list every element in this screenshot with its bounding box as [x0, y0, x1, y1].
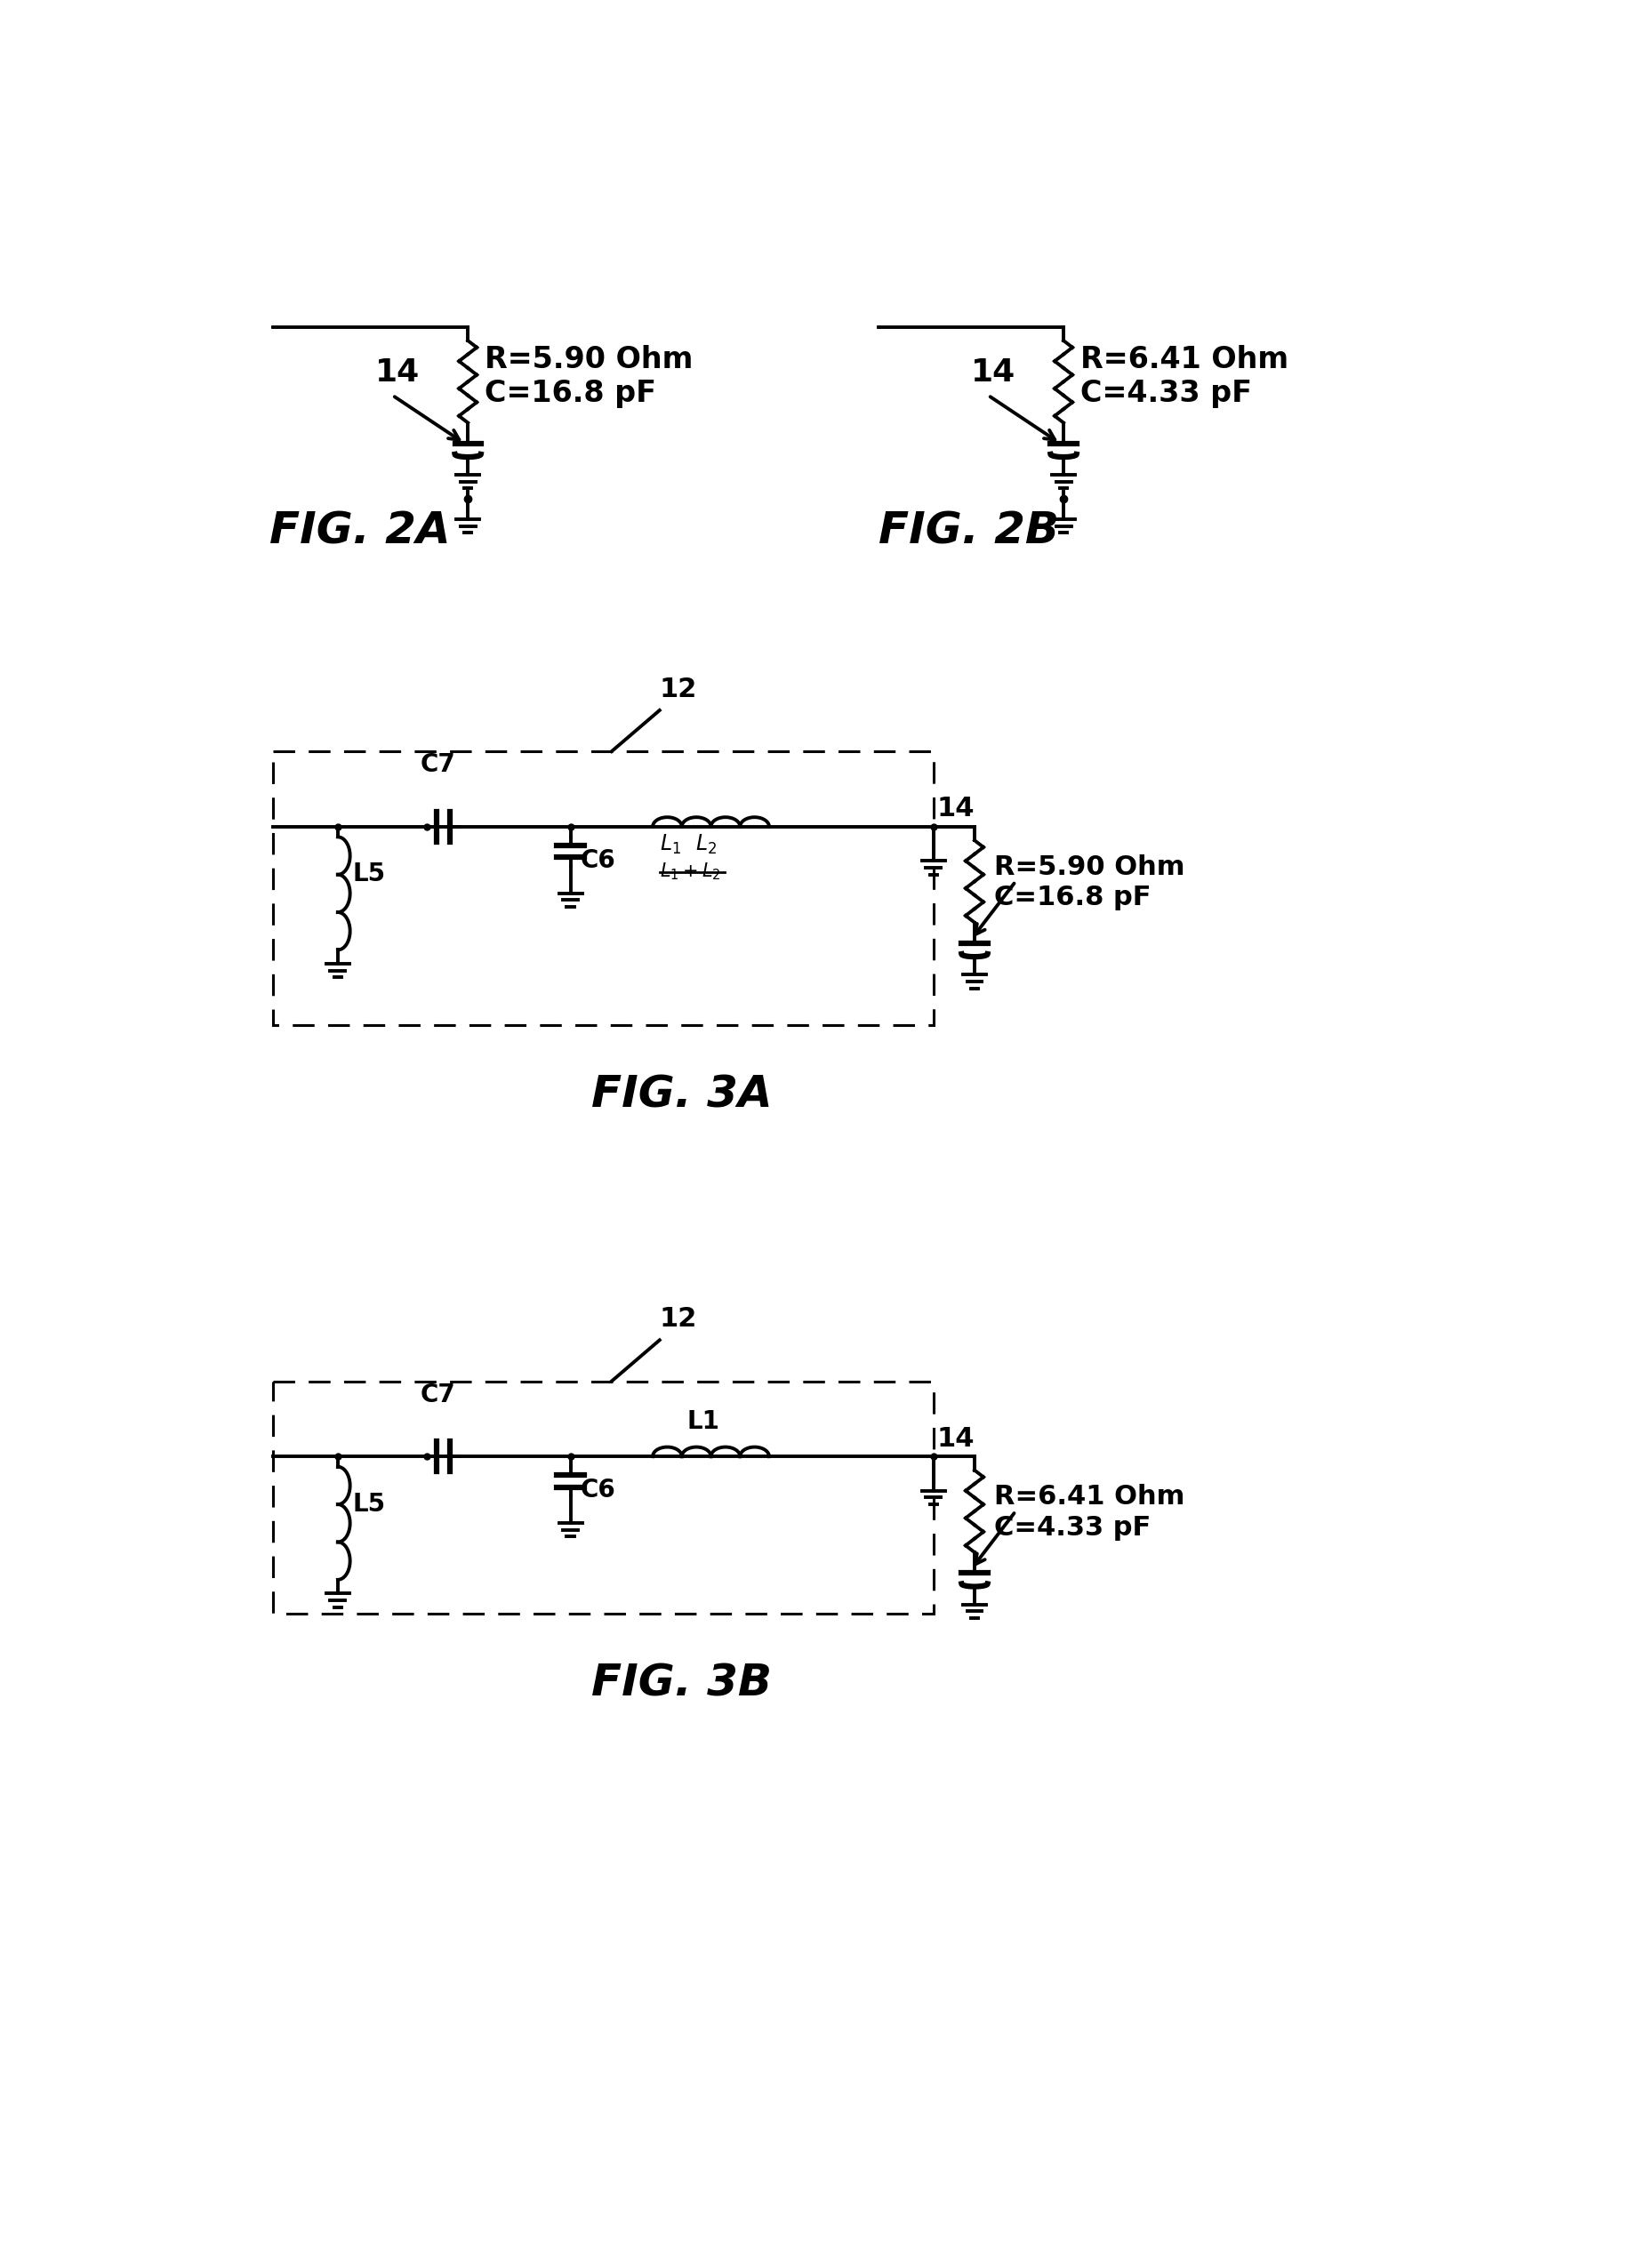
Text: R=5.90 Ohm: R=5.90 Ohm	[485, 345, 694, 374]
Text: FIG. 3A: FIG. 3A	[591, 1073, 772, 1116]
Text: FIG. 3B: FIG. 3B	[591, 1662, 772, 1706]
Text: R=6.41 Ohm: R=6.41 Ohm	[994, 1483, 1184, 1510]
Text: 14: 14	[375, 358, 420, 388]
Text: R=5.90 Ohm: R=5.90 Ohm	[994, 855, 1184, 880]
Text: 14: 14	[937, 1427, 974, 1452]
Text: $L_1 + L_2$: $L_1 + L_2$	[660, 860, 720, 882]
Text: C=4.33 pF: C=4.33 pF	[1080, 379, 1253, 408]
Text: C7: C7	[420, 753, 454, 778]
Text: 12: 12	[660, 676, 697, 701]
Text: $L_1$  $L_2$: $L_1$ $L_2$	[660, 832, 717, 855]
Text: L5: L5	[353, 862, 386, 887]
Text: C=16.8 pF: C=16.8 pF	[994, 885, 1150, 912]
Text: C6: C6	[580, 848, 616, 873]
Text: L1: L1	[687, 1408, 720, 1433]
Text: C6: C6	[580, 1479, 616, 1504]
Text: R=6.41 Ohm: R=6.41 Ohm	[1080, 345, 1289, 374]
Text: 14: 14	[937, 796, 974, 821]
Text: 12: 12	[660, 1306, 697, 1331]
Text: L5: L5	[353, 1492, 386, 1517]
Text: FIG. 2B: FIG. 2B	[878, 510, 1059, 551]
Text: 14: 14	[971, 358, 1016, 388]
Text: C=4.33 pF: C=4.33 pF	[994, 1515, 1150, 1540]
Text: C7: C7	[420, 1381, 454, 1406]
Text: FIG. 2A: FIG. 2A	[269, 510, 450, 551]
Text: C=16.8 pF: C=16.8 pF	[485, 379, 656, 408]
